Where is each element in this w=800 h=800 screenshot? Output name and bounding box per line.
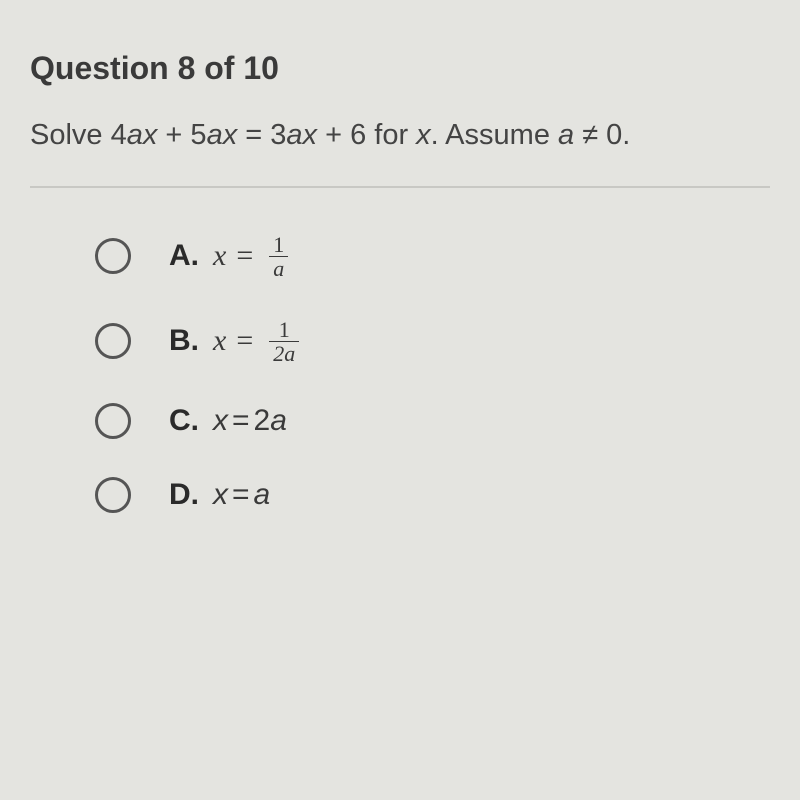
section-divider (30, 186, 770, 188)
equals-sign: = (236, 324, 253, 358)
question-prompt: Solve 4ax + 5ax = 3ax + 6 for x. Assume … (30, 115, 770, 156)
radio-icon[interactable] (95, 403, 131, 439)
option-c[interactable]: C. x = 2a (95, 403, 770, 439)
numerator: 1 (275, 318, 294, 341)
prompt-text: + 5 (157, 119, 206, 151)
equals-sign: = (236, 239, 253, 273)
options-group: A. x = 1 a B. x = 1 2a C. x = 2a (30, 233, 770, 513)
prompt-text: Solve 4 (30, 119, 127, 151)
equals-sign: = (232, 404, 250, 438)
fraction: 1 2a (269, 318, 299, 365)
lhs-var: x (213, 324, 226, 358)
radio-icon[interactable] (95, 323, 131, 359)
prompt-noteq: ≠ 0. (574, 119, 630, 151)
prompt-var-ax2: ax (207, 119, 238, 151)
prompt-text: = 3 (237, 119, 286, 151)
option-expression: x = 1 a (213, 233, 288, 280)
radio-icon[interactable] (95, 477, 131, 513)
option-b[interactable]: B. x = 1 2a (95, 318, 770, 365)
prompt-var-ax3: ax (286, 119, 317, 151)
prompt-var-a: a (558, 119, 574, 151)
prompt-var-ax1: ax (127, 119, 158, 151)
option-expression: x = a (213, 478, 270, 512)
rhs-var: a (254, 478, 271, 512)
radio-icon[interactable] (95, 238, 131, 274)
question-counter: Question 8 of 10 (30, 50, 770, 87)
lhs-var: x (213, 239, 226, 273)
option-label: C. (169, 404, 199, 438)
rhs-number: 2 (254, 404, 271, 438)
lhs-var: x (213, 478, 228, 512)
prompt-var-x: x (416, 119, 431, 151)
option-expression: x = 1 2a (213, 318, 299, 365)
fraction: 1 a (269, 233, 288, 280)
option-a[interactable]: A. x = 1 a (95, 233, 770, 280)
option-expression: x = 2a (213, 404, 287, 438)
option-label: A. (169, 239, 199, 273)
rhs-var: a (270, 404, 287, 438)
equals-sign: = (232, 478, 250, 512)
denominator: 2a (269, 341, 299, 365)
denominator: a (269, 256, 288, 280)
option-label: D. (169, 478, 199, 512)
option-label: B. (169, 324, 199, 358)
numerator: 1 (269, 233, 288, 256)
lhs-var: x (213, 404, 228, 438)
option-d[interactable]: D. x = a (95, 477, 770, 513)
prompt-text: . Assume (431, 119, 558, 151)
prompt-text: + 6 for (317, 119, 416, 151)
